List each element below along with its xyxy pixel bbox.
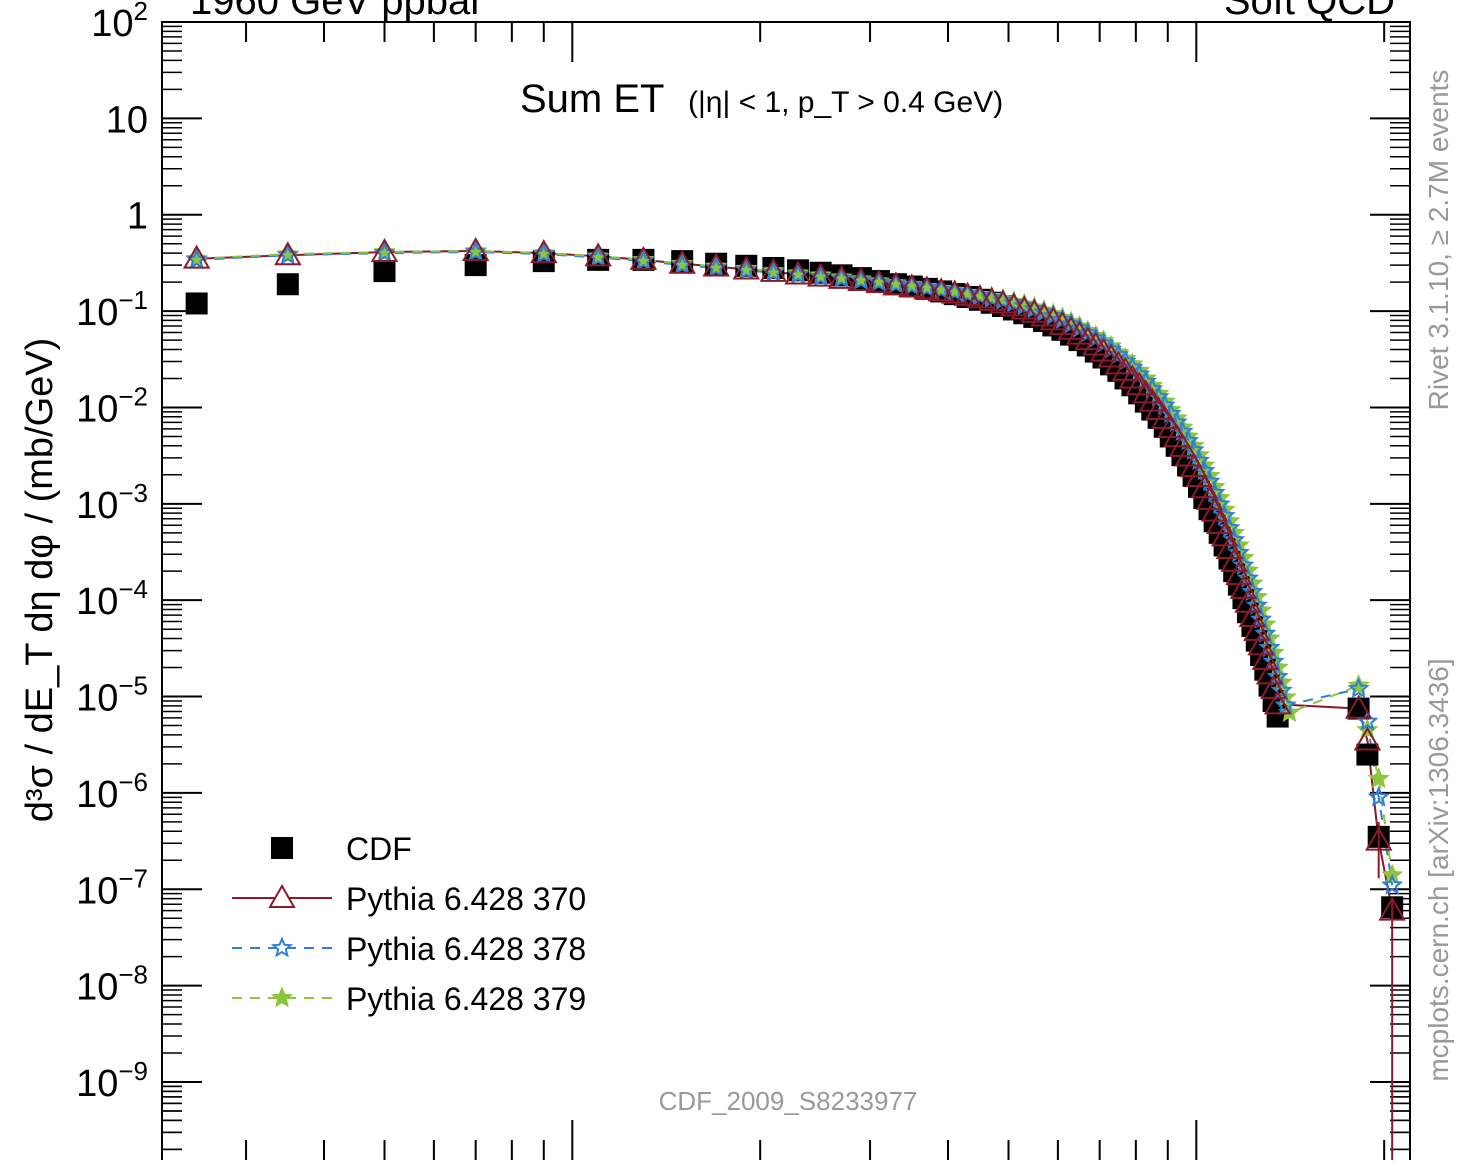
- cdf-point: [1347, 697, 1370, 720]
- pythia-370-point: [898, 273, 926, 298]
- cdf-point: [373, 260, 396, 283]
- pythia-370-point: [584, 242, 612, 267]
- pythia-370-point: [827, 264, 856, 289]
- pythia-378-point: [867, 270, 890, 292]
- legend-marker-star: [270, 936, 294, 958]
- cdf-point: [185, 292, 208, 315]
- pythia-370-point: [882, 271, 910, 296]
- pythia-378-point: [1245, 593, 1268, 615]
- analysis-tag: CDF_2009_S8233977: [659, 1086, 918, 1116]
- pythia-378-point: [849, 268, 872, 290]
- y-tick-label: 1: [127, 196, 148, 238]
- pythia-370-point: [530, 239, 558, 264]
- pythia-370-point: [461, 237, 490, 262]
- pythia-378-point: [1266, 665, 1289, 687]
- y-axis-title: d³σ / dE_T dη dφ / (mb/GeV): [19, 338, 61, 823]
- pythia-370-point: [274, 241, 302, 266]
- legend-label: Pythia 6.428 379: [346, 981, 586, 1017]
- y-tick-label: 10−1: [76, 285, 148, 334]
- pythia-378-point: [276, 243, 299, 265]
- pythia-378-point: [1258, 636, 1281, 658]
- pythia-370-point: [847, 267, 875, 292]
- pythia-370-point: [927, 277, 955, 302]
- pythia-378-point: [1274, 693, 1297, 715]
- cdf-point: [1356, 743, 1379, 766]
- y-tick-label: 10−3: [76, 478, 148, 527]
- pythia-378-point: [1250, 607, 1273, 629]
- pythia-370-point: [784, 260, 812, 285]
- pythia-370-point: [629, 245, 658, 270]
- pythia-378-point: [1254, 621, 1277, 644]
- series-line-2: [196, 250, 1394, 886]
- cdf-point: [464, 254, 487, 277]
- series-line-3: [196, 249, 1394, 876]
- header-left: 1960 GeV ppbar: [190, 0, 484, 23]
- pythia-370-point: [1353, 726, 1382, 751]
- legend-marker-star: [270, 986, 294, 1008]
- pythia-378-point: [1241, 580, 1264, 602]
- pythia-378-point: [1367, 785, 1390, 807]
- legend-label: Pythia 6.428 370: [346, 881, 586, 917]
- pythia-370-point: [759, 257, 788, 282]
- plot-frame: [161, 21, 1411, 1165]
- rivet-label: Rivet 3.1.10, ≥ 2.7M events: [1423, 70, 1454, 411]
- series-line-1: [196, 249, 1394, 911]
- source-label: mcplots.cern.ch [arXiv:1306.3436]: [1423, 658, 1454, 1081]
- pythia-370-point: [1263, 690, 1292, 715]
- pythia-378-point: [809, 265, 832, 287]
- pythia-370-point: [1118, 364, 1147, 389]
- legend-label: Pythia 6.428 378: [346, 931, 586, 967]
- plot-subtitle: (|η| < 1, p_T > 0.4 GeV): [688, 86, 1003, 119]
- pythia-370-point: [702, 252, 730, 277]
- header-right: Soft QCD: [1224, 0, 1395, 23]
- pythia-370-point: [966, 284, 994, 309]
- pythia-379-point: [1367, 767, 1390, 789]
- y-tick-label: 10−4: [76, 574, 148, 623]
- y-tick-label: 10−2: [76, 381, 148, 430]
- pythia-378-point: [1381, 873, 1404, 895]
- y-tick-label: 10−6: [76, 767, 148, 816]
- pythia-378-point: [1236, 566, 1259, 588]
- y-tick-label: 102: [91, 0, 148, 45]
- pythia-378-point: [830, 267, 853, 288]
- pythia-378-point: [1347, 677, 1370, 699]
- pythia-370-point: [1104, 350, 1133, 375]
- pythia-370-point: [732, 255, 760, 280]
- data-series: [182, 237, 1406, 1160]
- pythia-378-point: [1262, 650, 1285, 672]
- pythia-378-point: [884, 272, 907, 294]
- pythia-378-point: [1270, 679, 1293, 701]
- y-tick-label: 10−7: [76, 863, 148, 912]
- pythia-378-point: [943, 280, 966, 302]
- y-tick-label: 10−5: [76, 671, 148, 720]
- pythia-378-point: [915, 276, 938, 298]
- pythia-378-point: [1356, 710, 1379, 731]
- plot-title: Sum ET: [520, 77, 664, 121]
- y-axis-ticks: 102 10 1 10−1 10−2 10−3 10−4 10−5 10−6 10−7 10−8 10…: [76, 0, 1410, 1151]
- pythia-378-point: [900, 274, 923, 296]
- y-tick-label: 10−8: [76, 960, 148, 1009]
- pythia-378-point: [930, 278, 953, 300]
- pythia-370-point: [668, 249, 696, 274]
- pythia-370-point: [940, 279, 969, 304]
- x-axis-ticks: [245, 22, 1386, 1160]
- cdf-point: [276, 273, 299, 296]
- pythia-370-point: [865, 269, 893, 294]
- pythia-370-point: [370, 238, 399, 263]
- pythia-370-point: [913, 275, 941, 300]
- legend-label: CDF: [346, 831, 412, 867]
- legend-marker-square: [271, 837, 293, 859]
- y-tick-label: 10: [106, 99, 148, 141]
- pythia-370-point: [1344, 694, 1373, 719]
- legend-marker-triangle: [268, 883, 296, 908]
- y-tick-label: 10−9: [76, 1056, 148, 1105]
- pythia-370-point: [182, 244, 211, 269]
- legend: CDF Pythia 6.428 370 Pythia 6.428 378 Pythi…: [232, 831, 586, 1017]
- pythia-370-point: [953, 281, 982, 306]
- pythia-370-point: [806, 262, 835, 287]
